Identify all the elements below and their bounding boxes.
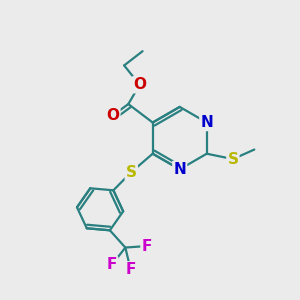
Text: F: F xyxy=(125,262,136,277)
Text: O: O xyxy=(106,108,119,123)
Text: N: N xyxy=(200,115,213,130)
Text: F: F xyxy=(107,257,117,272)
Text: N: N xyxy=(173,162,186,177)
Text: O: O xyxy=(133,77,146,92)
Text: F: F xyxy=(142,238,152,253)
Text: S: S xyxy=(227,152,239,166)
Text: S: S xyxy=(126,165,137,180)
